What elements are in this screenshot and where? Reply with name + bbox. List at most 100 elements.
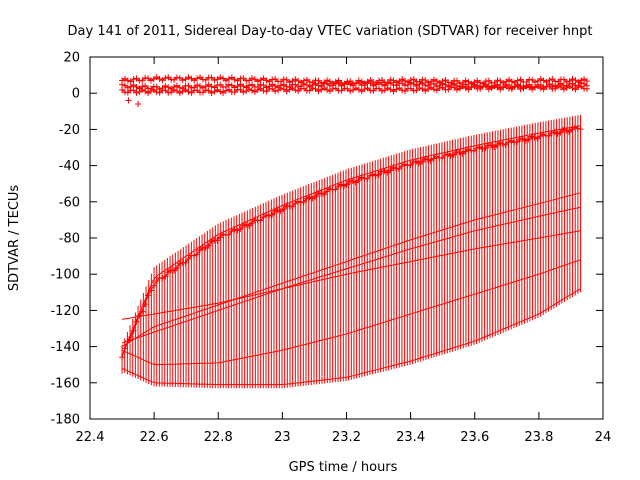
data-point: [162, 75, 169, 82]
data-point: [214, 237, 221, 244]
data-point: [182, 259, 189, 266]
data-point: [176, 260, 183, 267]
data-point: [323, 188, 330, 195]
data-point: [127, 334, 134, 341]
data-point: [395, 166, 402, 173]
data-point: [248, 220, 255, 227]
data-point: [381, 168, 388, 175]
series-3: [125, 97, 142, 108]
data-point: [243, 221, 250, 228]
y-tick-label: 0: [72, 87, 80, 102]
data-point: [234, 227, 241, 234]
data-point: [171, 86, 178, 93]
data-point: [347, 81, 354, 88]
data-point: [473, 145, 480, 152]
y-tick-label: -180: [50, 413, 80, 428]
series-4: [121, 125, 581, 356]
series-line: [121, 206, 581, 344]
chart-title: Day 141 of 2011, Sidereal Day-to-day VTE…: [68, 24, 593, 39]
data-point: [315, 82, 322, 89]
data-point: [421, 156, 428, 163]
y-axis-ticks: 20 0 -20 -40 -60 -80 -100 -120 -140 -160 -180: [50, 51, 603, 428]
data-point: [124, 77, 131, 84]
data-point: [147, 77, 154, 84]
error-bars: [121, 114, 582, 389]
series-line: [121, 125, 581, 356]
data-point: [320, 191, 327, 198]
data-point: [237, 226, 244, 233]
x-tick-label: 22.8: [204, 430, 233, 445]
data-series: [119, 74, 590, 389]
data-point: [139, 308, 146, 315]
data-point: [133, 318, 140, 325]
series-5: [119, 124, 584, 361]
data-point: [343, 181, 350, 188]
data-point: [384, 85, 391, 92]
data-point: [326, 185, 333, 192]
data-point: [208, 83, 215, 90]
data-point: [482, 145, 489, 152]
data-point: [173, 264, 180, 271]
series-10: [121, 288, 581, 386]
data-point: [231, 76, 238, 83]
data-point: [211, 77, 218, 84]
data-point: [133, 89, 140, 96]
data-point: [560, 86, 567, 93]
data-point: [292, 87, 299, 94]
data-point: [563, 127, 570, 134]
data-point: [569, 85, 576, 92]
data-point: [249, 75, 256, 82]
data-point: [156, 75, 163, 82]
data-point: [555, 83, 562, 90]
data-point: [393, 86, 400, 93]
data-point: [142, 74, 149, 81]
x-tick-label: 23.4: [396, 430, 425, 445]
data-point: [119, 81, 126, 88]
data-point: [522, 137, 529, 144]
series-7: [121, 206, 581, 344]
data-point: [508, 78, 515, 85]
data-point: [147, 88, 154, 95]
data-point: [372, 172, 379, 179]
data-point: [306, 194, 313, 201]
data-point: [185, 255, 192, 262]
data-point: [422, 82, 429, 89]
data-point: [467, 147, 474, 154]
data-point: [257, 217, 264, 224]
x-axis-ticks: 22.4 22.6 22.8 23 23.2 23.4 23.6 23.8 24: [76, 57, 611, 445]
data-point: [147, 287, 154, 294]
data-point: [286, 203, 293, 210]
data-point: [364, 175, 371, 182]
data-point: [145, 292, 152, 299]
data-point: [208, 89, 215, 96]
x-tick-label: 23: [274, 430, 291, 445]
data-point: [479, 145, 486, 152]
y-axis-label: SDTVAR / TECUs: [7, 185, 22, 292]
data-point: [217, 74, 224, 81]
data-point: [246, 85, 253, 92]
y-tick-label: -20: [59, 123, 80, 138]
data-point: [416, 160, 423, 167]
x-tick-label: 22.6: [140, 430, 169, 445]
data-point: [439, 155, 446, 162]
data-point: [499, 140, 506, 147]
series-line: [121, 288, 581, 386]
data-point: [436, 84, 443, 91]
data-point: [223, 87, 230, 94]
series-line: [121, 192, 581, 348]
data-point: [465, 146, 472, 153]
data-point: [485, 86, 492, 93]
data-point: [125, 97, 132, 104]
data-point: [277, 85, 284, 92]
x-tick-label: 23.2: [332, 430, 361, 445]
series-2: [119, 83, 590, 97]
data-point: [194, 75, 201, 82]
data-point: [514, 139, 521, 146]
data-point: [225, 81, 232, 88]
x-axis-label: GPS time / hours: [289, 460, 398, 475]
series-9: [121, 259, 581, 366]
data-point: [271, 208, 278, 215]
data-point: [506, 85, 513, 92]
data-point: [324, 86, 331, 93]
